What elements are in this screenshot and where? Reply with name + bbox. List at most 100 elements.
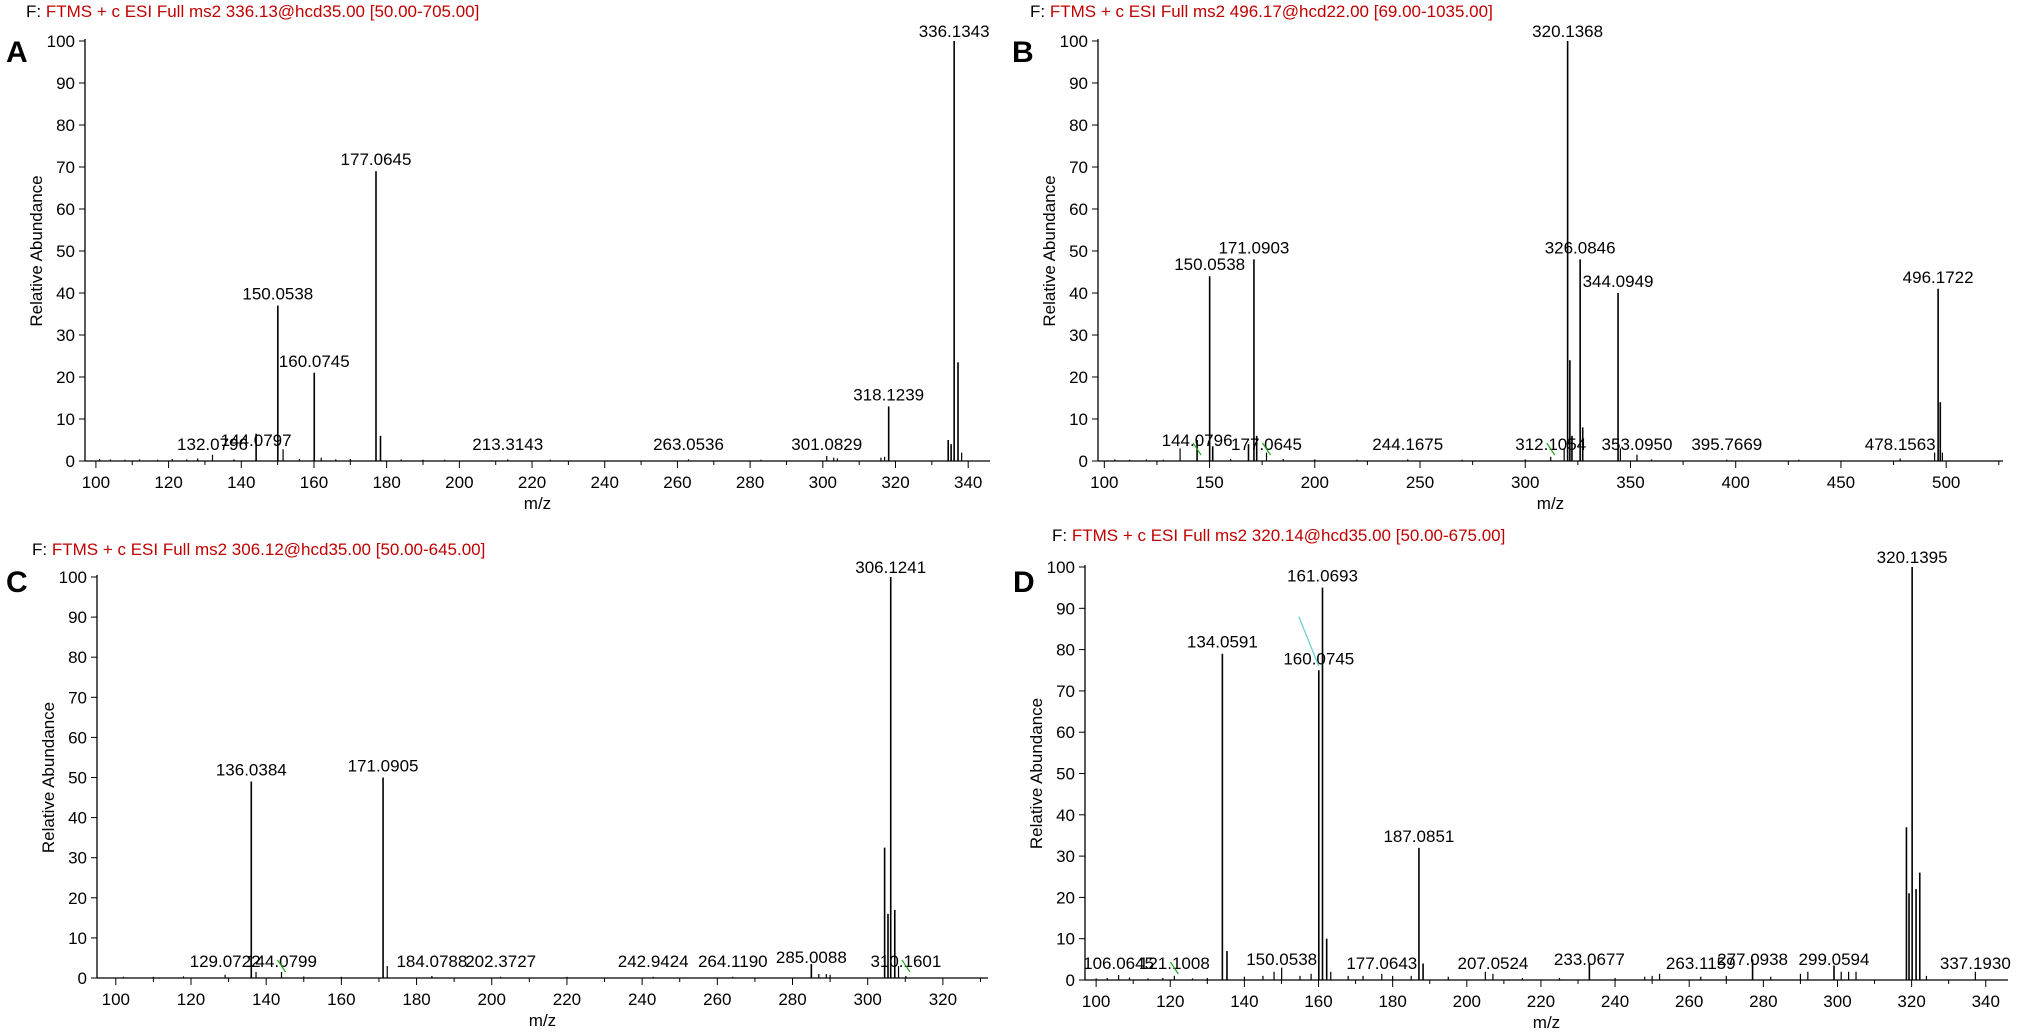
y-tick-label: 0	[1079, 452, 1088, 471]
scan-header: F: FTMS + c ESI Full ms2 336.13@hcd35.00…	[26, 2, 479, 21]
peak-label: 144.0799	[246, 952, 317, 971]
y-tick-label: 30	[68, 849, 87, 868]
x-tick-label: 200	[478, 990, 506, 1009]
x-tick-label: 300	[809, 473, 837, 492]
y-tick-label: 70	[1069, 158, 1088, 177]
peak-label: 160.0745	[279, 352, 350, 371]
peak-label: 121.1008	[1139, 954, 1210, 973]
peak-label: 144.0797	[221, 431, 292, 450]
peak-label: 150.0538	[1174, 255, 1245, 274]
y-tick-label: 30	[1069, 326, 1088, 345]
label-leader	[1169, 961, 1179, 975]
x-tick-label: 320	[881, 473, 909, 492]
x-tick-label: 120	[1156, 992, 1184, 1011]
y-tick-label: 20	[68, 889, 87, 908]
panel-c: CF: FTMS + c ESI Full ms2 306.12@hcd35.0…	[6, 540, 988, 1030]
peak-label: 299.0594	[1799, 950, 1870, 969]
peak-label: 320.1395	[1877, 548, 1948, 567]
x-tick-label: 240	[1601, 992, 1629, 1011]
x-tick-label: 150	[1195, 473, 1223, 492]
panel-d: D F: FTMS + c ESI Full ms2 320.14@hcd35.0…	[1013, 526, 2011, 1032]
header-text: FTMS + c ESI Full ms2 336.13@hcd35.00 [5…	[46, 2, 480, 21]
peak-label: 310.1601	[870, 952, 941, 971]
y-tick-label: 50	[1069, 242, 1088, 261]
y-tick-label: 20	[1056, 888, 1075, 907]
x-tick-label: 140	[1230, 992, 1258, 1011]
y-tick-label: 60	[1069, 200, 1088, 219]
header-text: FTMS + c ESI Full ms2 306.12@hcd35.00 [5…	[52, 540, 486, 559]
y-tick-label: 40	[1056, 806, 1075, 825]
x-tick-label: 160	[300, 473, 328, 492]
peak-label: 496.1722	[1903, 268, 1974, 287]
x-tick-label: 320	[1897, 992, 1925, 1011]
y-tick-label: 60	[56, 200, 75, 219]
panel-letter: D	[1013, 566, 1035, 599]
panel-letter: A	[6, 36, 28, 69]
y-axis-label: Relative Abundance	[27, 175, 46, 326]
peak-label: 171.0905	[348, 757, 419, 776]
header-text: FTMS + c ESI Full ms2 496.17@hcd22.00 [6…	[1050, 2, 1493, 21]
y-tick-label: 70	[68, 688, 87, 707]
peak-label: 244.1675	[1372, 435, 1443, 454]
x-axis-label: m/z	[524, 494, 551, 513]
y-tick-label: 80	[1069, 116, 1088, 135]
peak-label: 233.0677	[1554, 950, 1625, 969]
label-leader	[1192, 442, 1202, 456]
x-tick-label: 220	[1527, 992, 1555, 1011]
peak-label: 177.0645	[341, 150, 412, 169]
peak-label: 202.3727	[465, 952, 536, 971]
y-tick-label: 40	[56, 284, 75, 303]
peak-label: 478.1563	[1865, 435, 1936, 454]
x-tick-label: 100	[1090, 473, 1118, 492]
y-tick-label: 80	[1056, 641, 1075, 660]
x-tick-label: 100	[1082, 992, 1110, 1011]
peak-label: 187.0851	[1383, 827, 1454, 846]
y-tick-label: 80	[56, 116, 75, 135]
peak-label: 320.1368	[1532, 22, 1603, 41]
x-tick-label: 240	[591, 473, 619, 492]
panel-letter: B	[1012, 36, 1034, 69]
peak-label: 395.7669	[1691, 435, 1762, 454]
peak-label: 301.0829	[791, 435, 862, 454]
y-tick-label: 70	[56, 158, 75, 177]
peak-label: 312.1054	[1515, 435, 1586, 454]
y-tick-label: 50	[68, 769, 87, 788]
peak-label: 263.1159	[1666, 954, 1736, 973]
x-tick-label: 300	[1823, 992, 1851, 1011]
x-tick-label: 200	[1301, 473, 1329, 492]
x-tick-label: 260	[1675, 992, 1703, 1011]
x-axis-label: m/z	[529, 1011, 556, 1030]
y-tick-label: 0	[66, 452, 75, 471]
x-tick-label: 300	[1511, 473, 1539, 492]
x-tick-label: 340	[1972, 992, 2000, 1011]
x-tick-label: 300	[854, 990, 882, 1009]
y-tick-label: 40	[1069, 284, 1088, 303]
y-tick-label: 90	[56, 74, 75, 93]
peak-label: 207.0524	[1457, 954, 1528, 973]
y-tick-label: 100	[59, 568, 87, 587]
y-tick-label: 30	[56, 326, 75, 345]
label-leader	[1546, 442, 1556, 456]
y-tick-label: 90	[1056, 599, 1075, 618]
y-tick-label: 10	[1056, 930, 1075, 949]
y-axis-label: Relative Abundance	[1027, 698, 1046, 849]
peak-label: 242.9424	[618, 952, 689, 971]
x-tick-label: 200	[1453, 992, 1481, 1011]
x-tick-label: 240	[628, 990, 656, 1009]
peak-label: 134.0591	[1187, 633, 1258, 652]
header-prefix: F:	[26, 2, 46, 21]
y-tick-label: 90	[1069, 74, 1088, 93]
x-tick-label: 280	[778, 990, 806, 1009]
label-leader	[277, 959, 287, 973]
x-tick-label: 120	[154, 473, 182, 492]
header-prefix: F:	[32, 540, 52, 559]
peak-label: 306.1241	[855, 558, 926, 577]
peak-label: 177.0645	[1231, 435, 1302, 454]
peak-label: 318.1239	[853, 385, 924, 404]
x-tick-label: 180	[1378, 992, 1406, 1011]
peak-label: 136.0384	[216, 761, 287, 780]
y-tick-label: 20	[56, 368, 75, 387]
peak-label: 184.0788	[396, 952, 467, 971]
x-tick-label: 220	[518, 473, 546, 492]
